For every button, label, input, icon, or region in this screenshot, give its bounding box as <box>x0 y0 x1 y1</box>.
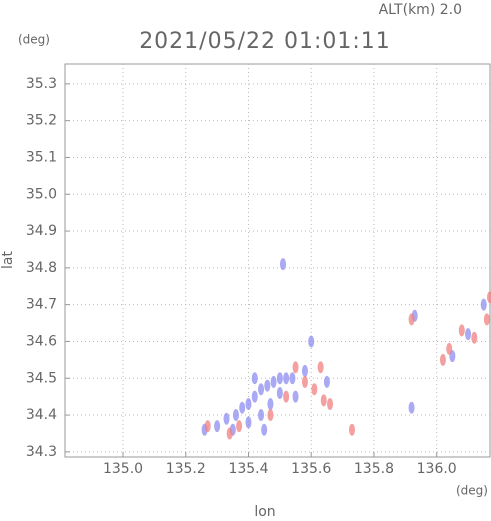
echo-blob <box>267 409 274 422</box>
echo-blob <box>487 291 491 304</box>
echo-blob <box>446 342 453 355</box>
y-tick-label: 35.2 <box>26 113 57 129</box>
echo-blob <box>204 420 211 433</box>
echo-blob <box>308 335 315 348</box>
echo-blob <box>317 361 324 374</box>
y-tick-label: 34.8 <box>26 260 57 276</box>
echo-blob <box>439 353 446 366</box>
y-tick-label: 35.0 <box>26 186 57 202</box>
echo-blob <box>251 390 258 403</box>
x-axis-label: lon <box>254 504 275 520</box>
y-axis-label: lat <box>0 251 16 269</box>
echo-blob <box>261 423 268 436</box>
echo-blob <box>408 313 415 326</box>
echo-blob <box>289 372 296 385</box>
echo-blob <box>276 372 283 385</box>
echo-blob <box>279 258 286 271</box>
echo-blob <box>214 420 221 433</box>
echo-blob <box>258 383 265 396</box>
echo-blob <box>245 398 252 411</box>
y-tick-label: 34.6 <box>26 333 57 349</box>
echo-blob <box>301 375 308 388</box>
x-tick-label: 135.4 <box>228 461 268 477</box>
plot-frame <box>64 63 491 458</box>
echo-blob <box>226 427 233 440</box>
echo-blob <box>320 394 327 407</box>
echo-blob <box>251 372 258 385</box>
y-tick-label: 34.5 <box>26 370 57 386</box>
echo-blob <box>264 379 271 392</box>
chart-title: 2021/05/22 01:01:11 <box>139 29 391 54</box>
echo-blob <box>239 401 246 414</box>
echo-blob <box>292 390 299 403</box>
x-tick-label: 135.0 <box>103 461 143 477</box>
echo-blob <box>283 390 290 403</box>
echo-blob <box>301 364 308 377</box>
x-unit: (deg) <box>456 484 488 498</box>
echo-blob <box>311 383 318 396</box>
y-unit: (deg) <box>18 33 50 47</box>
echo-blob <box>458 324 465 337</box>
echo-blob <box>483 313 490 326</box>
echo-blob <box>465 328 472 341</box>
echo-blob <box>283 372 290 385</box>
echo-blob <box>471 331 478 344</box>
echo-blob <box>223 412 230 425</box>
echo-blob <box>232 409 239 422</box>
subtitle: ALT(km) 2.0 <box>379 2 462 18</box>
echo-blob <box>327 398 334 411</box>
echo-blob <box>245 416 252 429</box>
x-tick-label: 135.2 <box>166 461 206 477</box>
echo-blob <box>267 398 274 411</box>
y-tick-label: 34.4 <box>26 407 57 423</box>
echo-blob <box>292 361 299 374</box>
echo-blob <box>348 423 355 436</box>
echo-blob <box>258 409 265 422</box>
x-tick-label: 135.6 <box>291 461 331 477</box>
y-tick-label: 35.3 <box>26 76 57 92</box>
y-tick-label: 34.3 <box>26 444 57 460</box>
x-tick-label: 136.0 <box>417 461 457 477</box>
echo-blob <box>408 401 415 414</box>
y-tick-label: 35.1 <box>26 149 57 165</box>
echo-blob <box>480 298 487 311</box>
echo-blob <box>276 386 283 399</box>
y-tick-label: 34.7 <box>26 297 57 313</box>
echo-blob <box>323 375 330 388</box>
echo-blob <box>236 420 243 433</box>
x-tick-label: 135.8 <box>354 461 394 477</box>
echo-blob <box>270 375 277 388</box>
y-tick-label: 34.9 <box>26 223 57 239</box>
